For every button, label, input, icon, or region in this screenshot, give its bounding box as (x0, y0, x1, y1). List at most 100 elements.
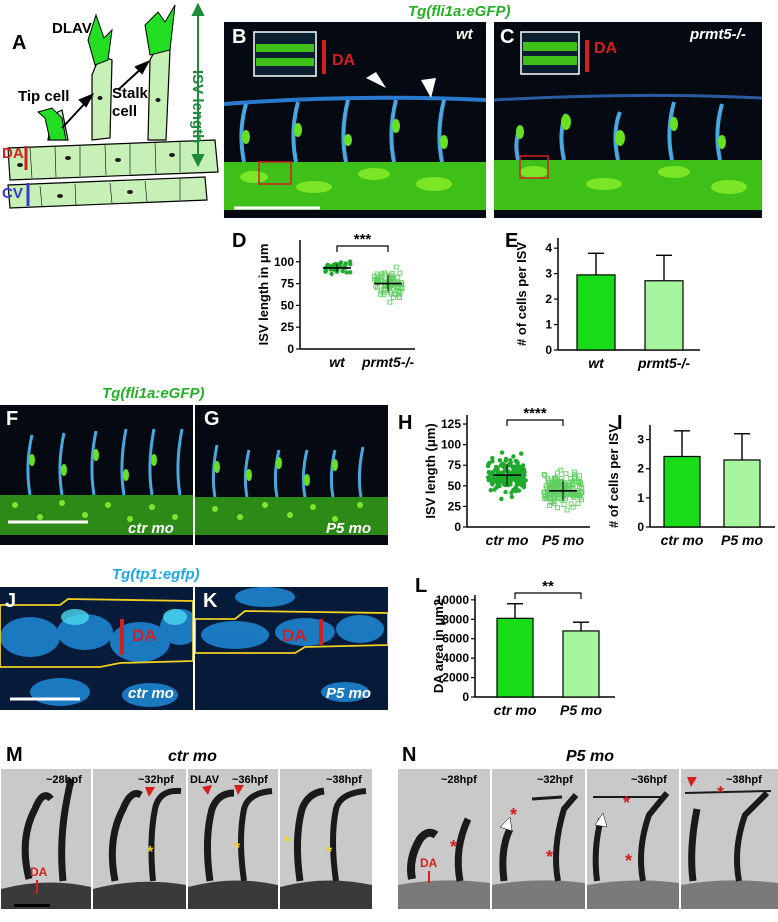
data-point (492, 468, 497, 473)
y-tick-label: 10000 (436, 593, 470, 607)
y-tick-label: 125 (441, 417, 461, 431)
data-point (494, 484, 500, 490)
data-point (577, 494, 583, 500)
data-point (495, 480, 501, 485)
timelapse-n-4: * (680, 768, 778, 910)
data-point (575, 501, 581, 507)
panel-label-j: J (5, 590, 17, 612)
data-point (348, 270, 353, 275)
significance-bracket (514, 592, 582, 599)
data-point (571, 471, 577, 477)
svg-text:*: * (623, 793, 630, 813)
data-point (497, 458, 503, 463)
y-tick-label: 4 (545, 241, 552, 255)
micrograph-b (224, 22, 486, 218)
data-point (509, 490, 514, 495)
dorsal-aorta-shape (7, 139, 219, 181)
data-point (375, 280, 381, 285)
y-tick-label: 0 (454, 520, 461, 534)
y-tick-label: 50 (281, 298, 295, 312)
panel-label-d: D (232, 230, 247, 252)
significance-bracket (506, 419, 564, 426)
data-point (563, 471, 569, 477)
data-point (329, 271, 334, 277)
y-tick-label: 75 (448, 458, 462, 472)
panel-label-h: H (398, 412, 413, 434)
data-point (514, 459, 519, 464)
data-point (547, 502, 553, 508)
m-time-32: ~32hpf (138, 774, 174, 786)
panel-label-f: F (6, 408, 19, 430)
data-point (554, 479, 560, 485)
y-tick-label: 3 (637, 433, 644, 447)
svg-text:*: * (510, 805, 517, 825)
bar (644, 280, 684, 351)
svg-text:*: * (717, 783, 724, 803)
x-category-label: ctr mo (661, 532, 704, 548)
fli1a-title-mid: Tg(fli1a:eGFP) (102, 385, 205, 402)
data-point (397, 295, 402, 300)
data-point (508, 458, 513, 463)
svg-text:*: * (546, 847, 553, 867)
timelapse-n-3: * * (586, 768, 680, 910)
bar (663, 455, 701, 528)
svg-text:*: * (625, 851, 632, 871)
panel-label-a: A (12, 32, 27, 54)
data-point (393, 264, 399, 270)
genotype-k-p5-label: P5 mo (326, 685, 372, 702)
ctr-mo-title: ctr mo (168, 748, 217, 765)
y-tick-label: 50 (448, 479, 462, 493)
svg-text:*: * (147, 844, 154, 861)
data-point (522, 473, 527, 478)
micrograph-k-image (195, 587, 388, 702)
data-point (558, 467, 564, 473)
timelapse-m-2: * (92, 768, 187, 910)
panel-label-m: M (6, 744, 23, 766)
m-time-38: ~38hpf (326, 774, 362, 786)
x-category-label: P5 mo (542, 532, 584, 548)
timelapse-n-2: * * (491, 768, 586, 910)
n-time-36: ~36hpf (631, 774, 667, 786)
genotype-wt-label: wt (456, 26, 473, 43)
data-point (499, 496, 504, 502)
y-axis-label: # of cells per ISV (514, 242, 529, 346)
panel-label-e: E (505, 230, 519, 252)
data-point (501, 469, 507, 474)
y-tick-label: 0 (637, 520, 644, 534)
y-tick-label: 3 (545, 267, 552, 281)
data-point (513, 478, 518, 483)
data-point (541, 490, 547, 496)
y-tick-label: 75 (281, 277, 295, 291)
data-point (520, 463, 526, 468)
data-point (485, 463, 491, 469)
micrograph-g (195, 405, 388, 545)
tip-cell-label: Tip cell (18, 88, 70, 105)
micrograph-f-image (0, 428, 193, 535)
data-point (577, 478, 583, 484)
y-axis-label: ISV length in μm (256, 244, 271, 346)
data-point (495, 469, 501, 475)
data-point (501, 478, 506, 483)
panel-label-i: I (617, 412, 623, 434)
svg-text:*: * (450, 837, 457, 857)
cardinal-vein-shape (7, 176, 208, 209)
data-point (570, 504, 576, 510)
data-point (513, 488, 518, 494)
m-scale-bar (14, 904, 50, 907)
n-da-label: DA (420, 856, 438, 870)
svg-text:*: * (284, 834, 291, 851)
panel-label-k: K (203, 590, 218, 612)
data-point (393, 284, 399, 290)
data-point (514, 467, 520, 472)
data-point (554, 470, 560, 476)
data-point (334, 269, 340, 274)
significance-label: ** (542, 578, 554, 595)
fli1a-title-top: Tg(fli1a:eGFP) (408, 3, 511, 20)
micrograph-f (0, 405, 193, 545)
y-axis-label: DA area in μm2 (431, 599, 446, 693)
x-category-label: wt (329, 354, 346, 370)
data-point (348, 262, 353, 267)
panel-label-c: C (500, 26, 515, 48)
data-point (500, 464, 506, 469)
